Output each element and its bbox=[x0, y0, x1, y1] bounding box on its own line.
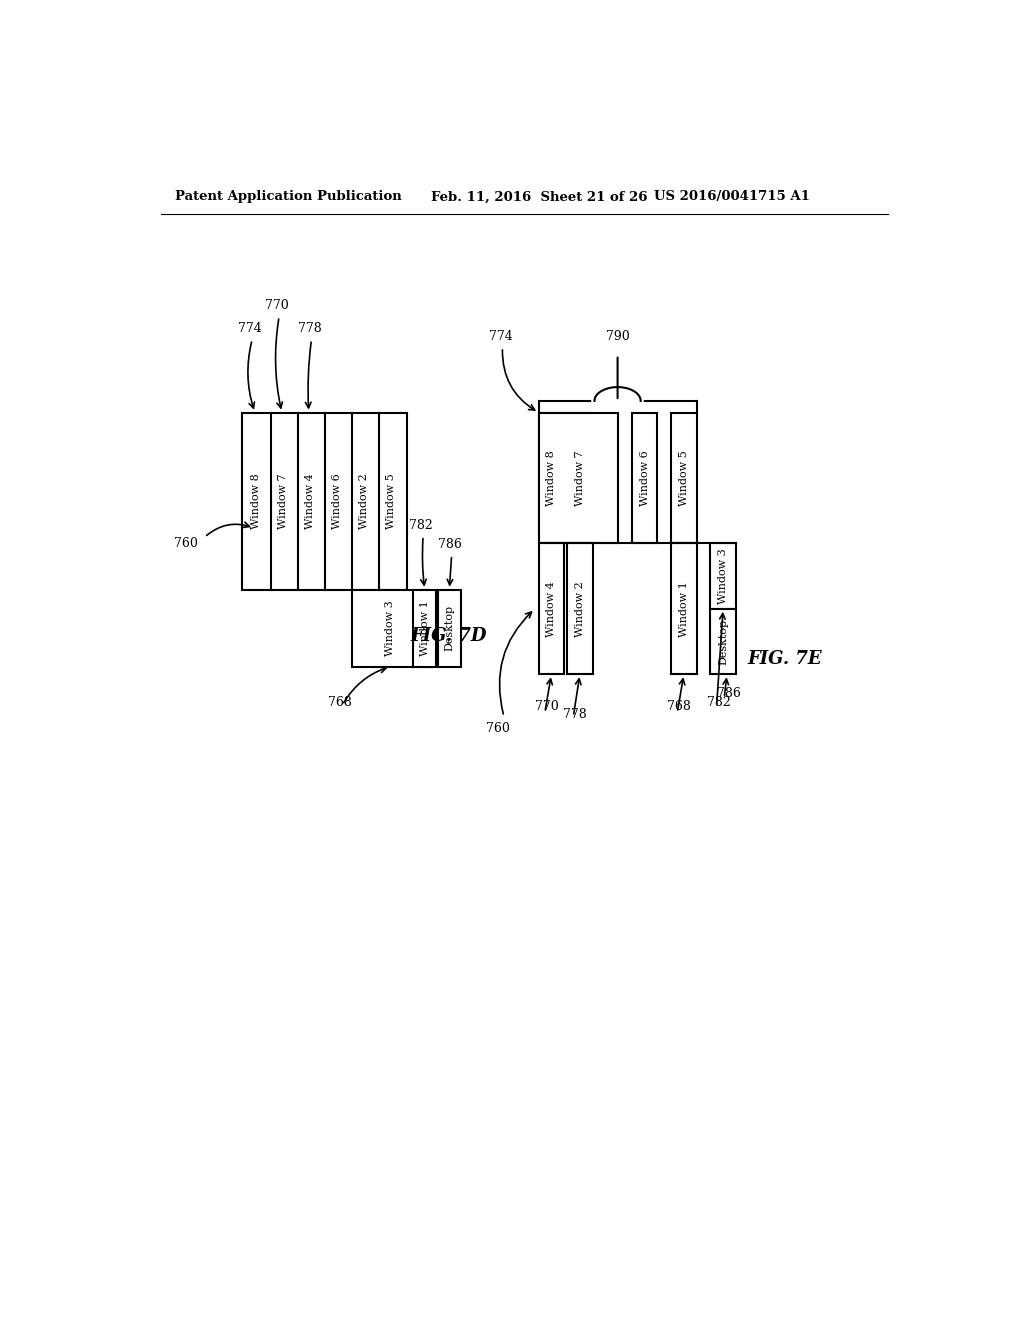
Text: 782: 782 bbox=[707, 696, 730, 709]
Bar bbox=[539, 413, 617, 544]
Text: 760: 760 bbox=[174, 537, 199, 550]
Text: 768: 768 bbox=[668, 700, 691, 713]
Bar bbox=[567, 413, 593, 544]
Text: Window 4: Window 4 bbox=[305, 473, 315, 529]
Bar bbox=[632, 413, 657, 544]
Text: Window 8: Window 8 bbox=[547, 450, 556, 506]
Text: 760: 760 bbox=[486, 722, 510, 735]
Text: FIG. 7E: FIG. 7E bbox=[748, 649, 822, 668]
Text: Window 1: Window 1 bbox=[420, 601, 430, 656]
Text: Window 7: Window 7 bbox=[279, 474, 289, 529]
Text: 786: 786 bbox=[717, 686, 740, 700]
Text: 782: 782 bbox=[410, 519, 433, 532]
Bar bbox=[671, 413, 696, 544]
Bar bbox=[539, 413, 564, 544]
Bar bbox=[539, 544, 564, 675]
Text: 774: 774 bbox=[239, 322, 262, 335]
Text: 768: 768 bbox=[329, 696, 352, 709]
Text: Desktop: Desktop bbox=[444, 605, 455, 651]
Text: 770: 770 bbox=[265, 300, 289, 313]
Text: Window 5: Window 5 bbox=[679, 450, 689, 506]
Text: 770: 770 bbox=[535, 700, 558, 713]
Text: 778: 778 bbox=[298, 322, 322, 335]
Text: Window 7: Window 7 bbox=[574, 450, 585, 506]
Text: Window 3: Window 3 bbox=[718, 548, 728, 605]
Bar bbox=[567, 544, 593, 675]
Bar bbox=[413, 590, 436, 667]
Bar bbox=[711, 609, 736, 675]
Text: Window 2: Window 2 bbox=[574, 581, 585, 636]
Text: Window 5: Window 5 bbox=[386, 473, 396, 529]
Text: Window 8: Window 8 bbox=[252, 473, 261, 529]
Text: Desktop: Desktop bbox=[718, 619, 728, 665]
Text: US 2016/0041715 A1: US 2016/0041715 A1 bbox=[654, 190, 810, 203]
Text: Feb. 11, 2016  Sheet 21 of 26: Feb. 11, 2016 Sheet 21 of 26 bbox=[431, 190, 647, 203]
Text: Window 6: Window 6 bbox=[333, 473, 342, 529]
Bar bbox=[351, 590, 429, 667]
Text: Patent Application Publication: Patent Application Publication bbox=[175, 190, 402, 203]
Bar bbox=[438, 590, 461, 667]
Bar bbox=[711, 544, 736, 609]
Text: Window 1: Window 1 bbox=[679, 581, 689, 636]
Text: 786: 786 bbox=[438, 539, 462, 552]
Text: 778: 778 bbox=[563, 708, 587, 721]
Text: Window 3: Window 3 bbox=[385, 601, 395, 656]
Text: Window 4: Window 4 bbox=[547, 581, 556, 636]
Text: 790: 790 bbox=[606, 330, 630, 343]
Bar bbox=[243, 413, 407, 590]
Text: Window 2: Window 2 bbox=[359, 473, 370, 529]
Text: Window 6: Window 6 bbox=[640, 450, 649, 506]
Bar bbox=[671, 544, 696, 675]
Text: 774: 774 bbox=[488, 330, 512, 343]
Text: FIG. 7D: FIG. 7D bbox=[411, 627, 487, 644]
